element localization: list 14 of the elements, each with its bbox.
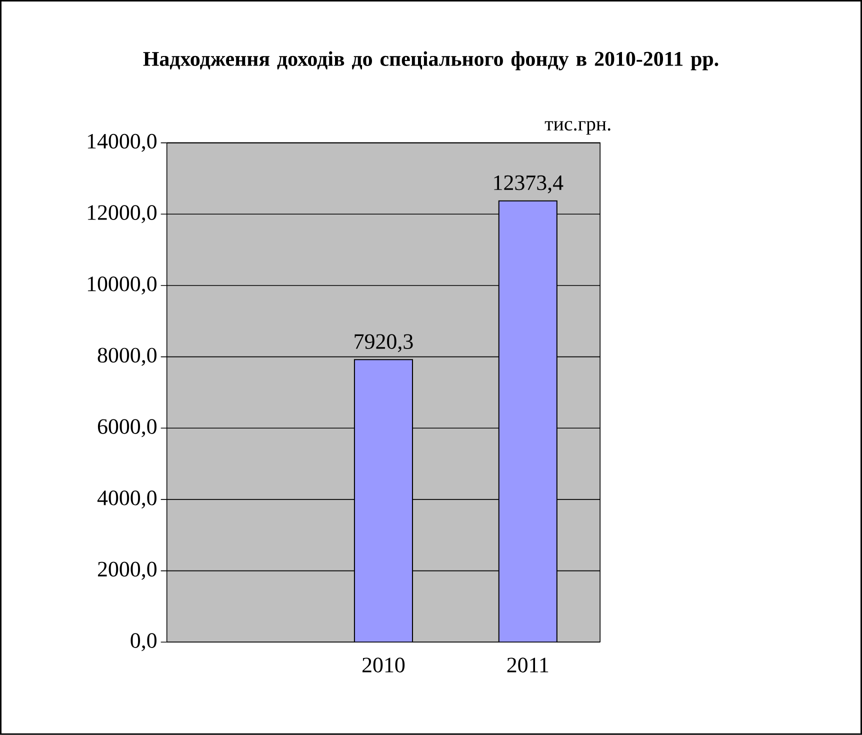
text: тис.грн. xyxy=(544,121,610,135)
x-tick-label: 2010 xyxy=(362,658,405,672)
data-label: 12373,4 xyxy=(494,175,564,194)
y-tick-label: 14000,0 xyxy=(88,134,156,152)
y-tick-label: 12000,0 xyxy=(88,205,156,224)
y-tick-label: 8000,0 xyxy=(98,348,156,366)
y-tick-label: 10000,0 xyxy=(88,276,156,294)
y-tick-label: 6000,0 xyxy=(98,419,156,438)
y-tick-label: 4000,0 xyxy=(97,490,156,508)
chart-title: Надходження доходів до спеціального фонду в 2010-2011 рр. xyxy=(143,51,718,70)
y-tick-label: 2000,0 xyxy=(98,562,156,580)
data-label: 7920,3 xyxy=(354,334,413,352)
x-tick-label: 2011 xyxy=(507,658,548,672)
y-tick-label: 0,0 xyxy=(130,633,156,652)
